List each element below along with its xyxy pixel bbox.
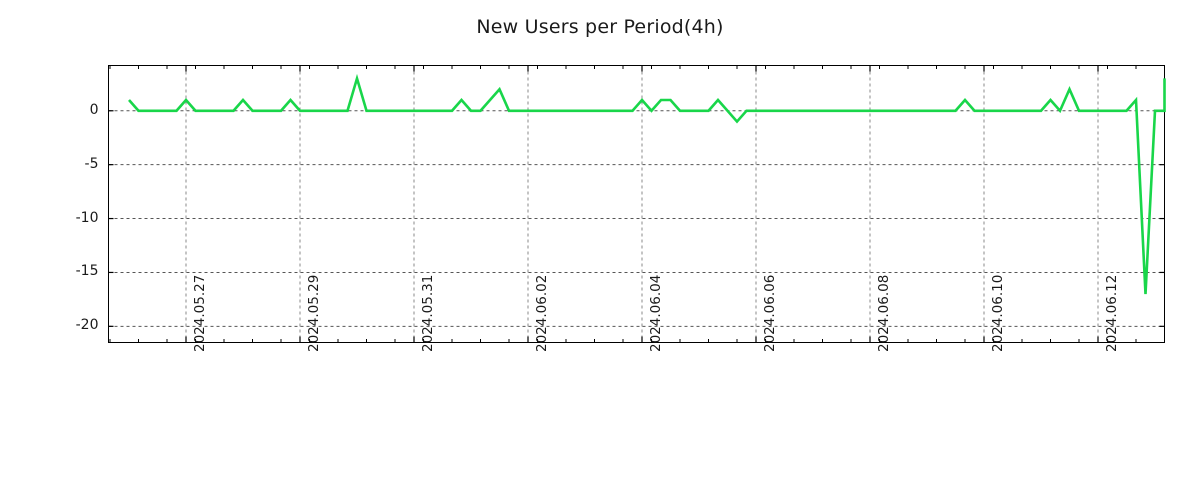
- y-tick-label: -5: [84, 155, 99, 172]
- y-tick-label: -20: [75, 317, 99, 334]
- plot-frame: [108, 65, 1165, 343]
- y-tick-label: -10: [75, 209, 99, 226]
- x-tick-label: 2024.05.27: [192, 274, 208, 352]
- x-tick-label: 2024.05.31: [420, 274, 436, 352]
- x-tick-label: 2024.06.10: [990, 274, 1006, 352]
- x-tick-label: 2024.06.08: [876, 274, 892, 352]
- x-tick-label: 2024.06.06: [762, 274, 778, 352]
- y-tick-label: -15: [75, 263, 99, 280]
- x-tick-label: 2024.06.12: [1104, 274, 1120, 352]
- gridlines-group: [108, 65, 1165, 343]
- data-series-line: [128, 73, 1166, 295]
- x-tick-label: 2024.06.02: [534, 274, 550, 352]
- x-tick-label: 2024.06.04: [648, 274, 664, 352]
- x-tick-label: 2024.05.29: [306, 274, 322, 352]
- y-tick-label: 0: [89, 101, 99, 118]
- chart-title: New Users per Period(4h): [476, 16, 724, 38]
